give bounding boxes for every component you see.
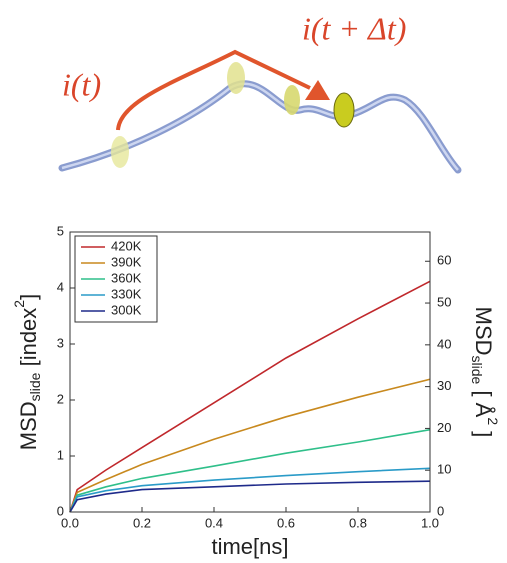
y2-axis-label: MSDslide [ Å2 ] xyxy=(469,307,501,438)
y2-tick-label: 30 xyxy=(437,378,451,393)
y-tick-label: 4 xyxy=(57,279,64,294)
y2-tick-label: 60 xyxy=(437,253,451,268)
arrow xyxy=(116,49,311,131)
series-line xyxy=(69,428,431,513)
legend-label: 330K xyxy=(111,286,142,301)
x-tick-label: 1.0 xyxy=(421,515,439,530)
y2-tick-label: 10 xyxy=(437,462,451,477)
x-tick-label: 0.6 xyxy=(277,515,295,530)
series-line xyxy=(69,480,431,513)
bead xyxy=(111,136,129,168)
y2-axis-label-part: MSD xyxy=(471,307,496,356)
y-axis-label-part: slide xyxy=(27,372,43,401)
y2-axis-label-part: ] xyxy=(471,425,496,437)
y-axis-label-part: [index xyxy=(16,308,41,373)
y-tick-label: 2 xyxy=(57,391,64,406)
x-tick-label: 0.4 xyxy=(205,515,223,530)
x-axis-label: time[ns] xyxy=(211,534,288,559)
bead xyxy=(284,85,300,115)
label-start: i(t) xyxy=(62,66,101,102)
y-axis-label-part: ] xyxy=(16,294,41,300)
y-tick-label: 1 xyxy=(57,447,64,462)
y2-tick-label: 50 xyxy=(437,294,451,309)
y2-tick-label: 0 xyxy=(437,503,444,518)
y2-axis-label-part: 2 xyxy=(485,417,501,425)
series-line xyxy=(69,467,431,513)
legend-label: 300K xyxy=(111,302,142,317)
bead-moved xyxy=(333,92,355,128)
y-tick-label: 5 xyxy=(57,223,64,238)
legend-label: 360K xyxy=(111,270,142,285)
schematic: i(t) i(t + Δt) xyxy=(58,10,462,174)
y2-axis-label-part: [ Å xyxy=(471,384,496,417)
arrow-head xyxy=(305,80,330,100)
series-line xyxy=(69,378,431,513)
chart: 0.0 0.2 0.4 0.6 0.8 1.00123450102030405060420… xyxy=(11,223,502,558)
y-tick-label: 0 xyxy=(57,503,64,518)
chain-highlight xyxy=(61,82,459,171)
x-tick-label: 0.2 xyxy=(133,515,151,530)
y-axis-label: MSDslide [index2] xyxy=(11,294,43,450)
y2-tick-label: 20 xyxy=(437,420,451,435)
bead xyxy=(227,62,245,94)
plot-frame xyxy=(69,231,431,513)
y-tick-label: 3 xyxy=(57,335,64,350)
series-line xyxy=(69,280,431,513)
y-axis-label-part: 2 xyxy=(11,300,27,308)
y2-tick-label: 40 xyxy=(437,336,451,351)
x-tick-label: 0.0 xyxy=(61,515,79,530)
label-end: i(t + Δt) xyxy=(302,10,406,46)
y2-axis-label-part: slide xyxy=(469,356,485,385)
x-tick-label: 0.8 xyxy=(349,515,367,530)
legend-label: 390K xyxy=(111,254,142,269)
y-axis-label-part: MSD xyxy=(16,401,41,450)
legend-label: 420K xyxy=(111,238,142,253)
